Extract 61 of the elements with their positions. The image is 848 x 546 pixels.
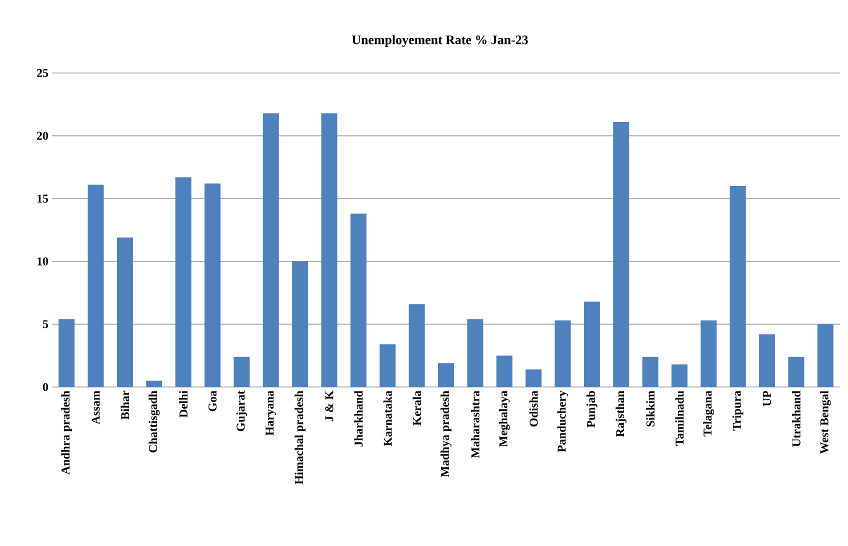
x-tick-label: Madhya pradesh [440,390,452,478]
bar [554,320,571,387]
x-tick-label: Utrakhand [792,390,800,447]
x-tick-label: Kerala [412,390,422,426]
x-tick-label: Odisha [529,390,538,426]
x-tick-label: Himachal pradesh [294,390,306,484]
bar [116,238,133,387]
x-tick-label: Meghalaya [498,390,510,447]
x-tick-label: Sikkim [646,390,654,426]
bar [146,380,162,387]
y-tick-label: 20 [37,132,48,140]
bar [467,319,484,387]
bar [408,304,425,387]
x-tick-label: Tamilnadu [675,390,684,446]
bar [234,356,250,387]
y-tick-label: 25 [37,68,48,78]
x-tick-label: Rajsthan [616,390,627,437]
x-tick-label: Haryana [266,390,276,436]
x-tick-label: UP [763,390,772,406]
bar [584,302,600,387]
x-tick-label: West Bengal [820,390,831,454]
x-tick-label: Maharashtra [470,390,480,458]
x-tick-label: Goa [208,390,217,412]
bar [438,363,454,387]
x-tick-label: Telagana [703,390,714,436]
x-tick-label: Assam [92,390,100,424]
bar [380,344,396,387]
x-tick-label: Delhi [179,390,188,418]
bar [642,356,658,387]
x-tick-label: Tripura [732,390,744,431]
bar [700,320,717,387]
x-tick-label: Panduchery [557,390,568,452]
y-tick-label: 10 [37,257,48,266]
bar [817,324,834,387]
bar [292,261,308,387]
chart-title: Unemployement Rate % Jan-23 [352,35,528,47]
y-tick-label: 0 [42,382,48,392]
x-tick-label: Gujarat [236,390,248,432]
x-tick-label: Chattisgadh [148,390,160,452]
bar [613,122,630,387]
bar [788,356,804,387]
x-tick-label: Jharkhand [354,390,363,446]
x-tick-label: Bihar [120,390,130,420]
x-tick-label: Punjab [586,391,598,428]
bar [350,214,366,387]
x-tick-label: J & K [325,390,334,422]
bar [262,113,279,387]
bar [671,364,688,387]
bar [759,334,776,387]
bar [58,319,75,387]
bar [321,113,338,387]
y-tick-label: 5 [42,320,48,328]
bar [496,356,512,387]
x-tick-label: Andhra pradesh [61,390,72,474]
bar [526,369,542,387]
bar [204,184,221,387]
bar [175,177,192,387]
x-tick-label: Karnataka [383,390,392,446]
bar [730,186,746,387]
bar [88,184,104,387]
y-tick-label: 15 [37,194,48,203]
